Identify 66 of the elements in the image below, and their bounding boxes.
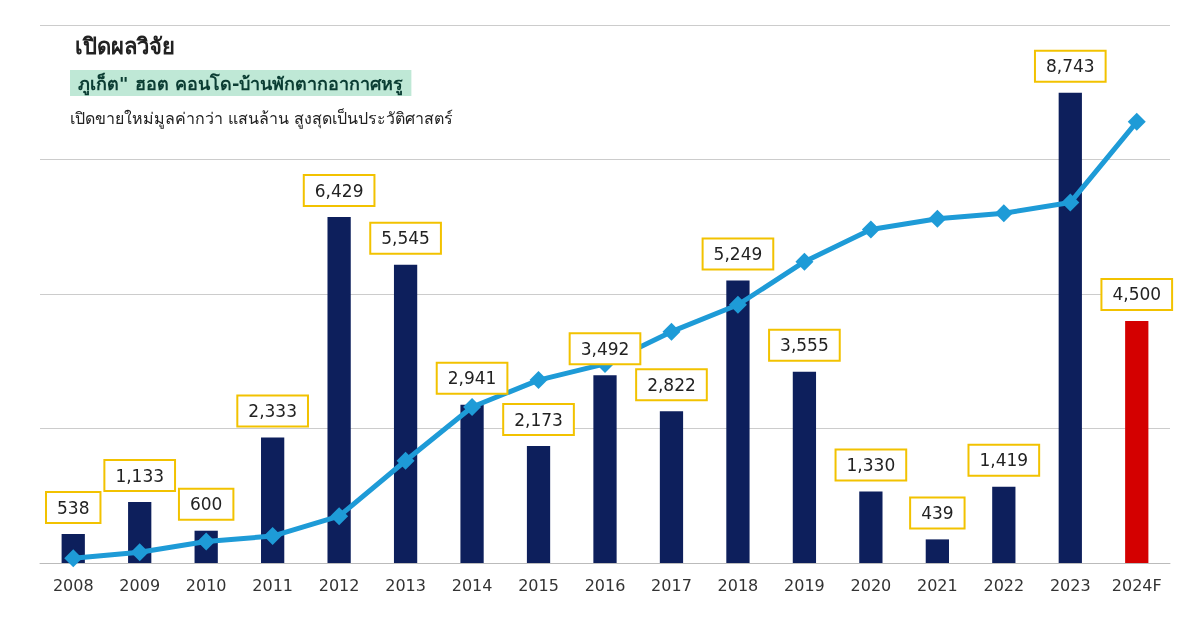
data-label: 1,419 (979, 450, 1029, 471)
x-tick-label: 2020 (850, 575, 892, 595)
data-label: 439 (921, 502, 954, 523)
point (795, 252, 814, 271)
point (64, 549, 83, 568)
x-tick-label: 2022 (983, 575, 1025, 595)
data-label: 2,173 (514, 409, 563, 430)
bar (726, 280, 750, 563)
point (529, 371, 548, 390)
bar (1125, 320, 1149, 563)
point (994, 204, 1013, 223)
point (928, 209, 947, 228)
bar (1058, 92, 1082, 563)
x-tick-label: 2010 (185, 575, 227, 595)
point (463, 397, 482, 416)
data-label: 1,330 (846, 454, 896, 475)
bar (659, 411, 684, 563)
chart-title: เปิดผลวิจัย (75, 33, 175, 59)
point (396, 451, 415, 470)
point (1127, 112, 1146, 131)
x-tick-label: 2014 (451, 575, 493, 595)
text: ภูเก็ต" ฮอต คอนโด-บ้านพักตากอากาศหรู (78, 71, 404, 96)
x-tick-label: 2016 (584, 575, 626, 595)
point (1061, 193, 1080, 212)
bar (992, 486, 1016, 563)
x-tick-label: 2011 (252, 575, 294, 595)
x-tick-label: 2024F (1111, 575, 1162, 595)
x-tick-label: 2008 (52, 575, 94, 595)
data-label: 1,133 (115, 465, 165, 486)
bar (327, 217, 351, 563)
x-tick-label: 2017 (651, 575, 692, 595)
data-label: 5,545 (381, 228, 430, 249)
x-tick-label: 2019 (784, 575, 825, 595)
bar (526, 446, 551, 563)
data-label: 3,555 (780, 335, 829, 356)
bar (261, 437, 285, 563)
x-tick-label: 2015 (518, 575, 559, 595)
x-tick-label: 2018 (717, 575, 759, 595)
bar (859, 491, 883, 563)
data-label: 600 (189, 494, 223, 515)
data-label: 538 (57, 497, 90, 518)
x-tick-label: 2012 (318, 575, 360, 595)
data-label: 8,743 (1045, 56, 1095, 77)
data-label: 5,249 (713, 244, 763, 265)
point (330, 507, 349, 526)
bar (925, 539, 949, 563)
data-label: 2,822 (647, 374, 696, 395)
x-tick-label: 2013 (385, 575, 426, 595)
point (130, 543, 149, 562)
x-tick-label: 2009 (119, 575, 161, 595)
x-tick-label: 2023 (1049, 575, 1091, 595)
annotation: เปิดขายใหม่มูลค่ากว่า แสนล้าน สูงสุดเป็นประวัติศาสตร์ (70, 107, 454, 129)
bar (593, 375, 617, 563)
bar (460, 404, 484, 563)
point (728, 295, 747, 314)
point (263, 527, 282, 546)
data-label: 3,492 (580, 338, 630, 359)
bar (792, 371, 817, 563)
data-label: 2,333 (248, 400, 297, 421)
point (662, 322, 681, 341)
data-label: 4,500 (1112, 284, 1162, 305)
data-label: 2,941 (447, 368, 497, 389)
point (861, 220, 880, 239)
data-label: 6,429 (314, 180, 364, 201)
bar (393, 264, 418, 563)
x-tick-label: 2021 (916, 575, 958, 595)
